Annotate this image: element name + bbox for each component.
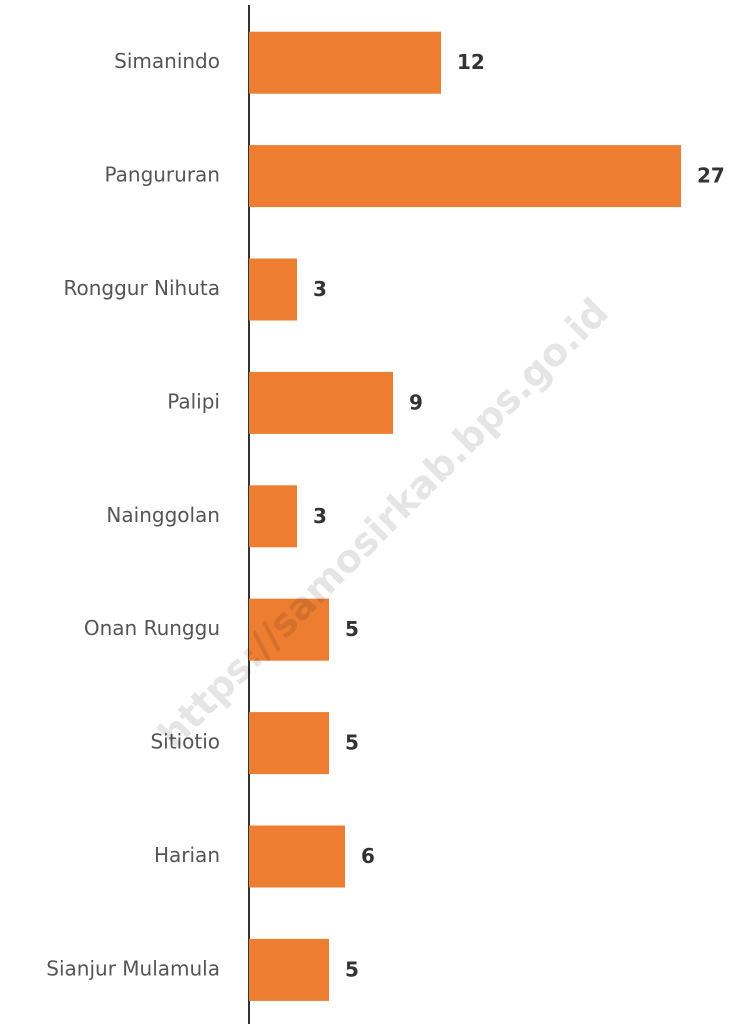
value-label: 3: [313, 277, 327, 301]
bar: [249, 825, 345, 888]
bar: [249, 938, 329, 1001]
value-label: 3: [313, 504, 327, 528]
value-label: 9: [409, 390, 423, 414]
bar: [249, 258, 297, 321]
value-label: 5: [345, 617, 359, 641]
value-label: 5: [345, 731, 359, 755]
category-label: Palipi: [167, 389, 220, 413]
bar: [249, 485, 297, 548]
value-label: 27: [697, 164, 725, 188]
bar: [249, 598, 329, 661]
bar: [249, 371, 393, 434]
bars: Simanindo 12 Pangururan 27 Ronggur Nihuta 3 Pa…: [46, 31, 725, 1001]
category-label: Pangururan: [104, 163, 220, 187]
category-label: Ronggur Nihuta: [63, 276, 220, 300]
bar: [249, 145, 681, 208]
category-label: Onan Runggu: [84, 616, 220, 640]
category-label: Nainggolan: [106, 503, 220, 527]
bar: [249, 712, 329, 775]
value-label: 12: [457, 50, 485, 74]
category-label: Sianjur Mulamula: [46, 956, 220, 980]
category-label: Sitiotio: [150, 730, 220, 754]
category-label: Simanindo: [114, 49, 220, 73]
category-label: Harian: [154, 843, 220, 867]
value-label: 6: [361, 844, 375, 868]
value-label: 5: [345, 957, 359, 981]
bar: [249, 31, 441, 94]
